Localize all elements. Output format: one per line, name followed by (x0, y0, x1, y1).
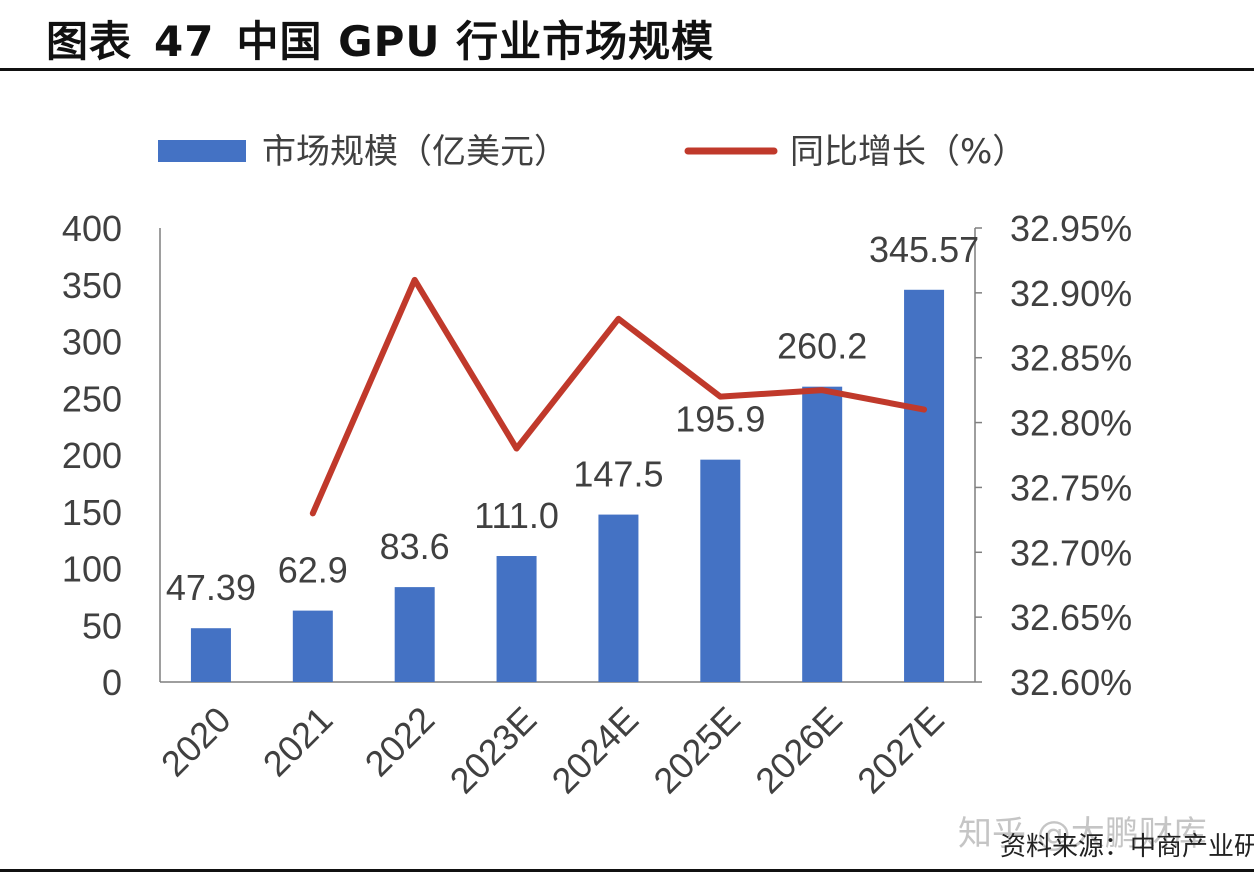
x-tick-label: 2027E (849, 699, 952, 802)
bar-value-label: 47.39 (166, 567, 256, 608)
bar (700, 459, 741, 682)
bar (598, 514, 639, 682)
source-note: 资料来源：中商产业研究院 (1000, 832, 1254, 862)
chart-title: 图表 47 中国 GPU 行业市场规模 (46, 8, 714, 69)
legend-label-market-size: 市场规模（亿美元） (262, 132, 568, 172)
bar (802, 386, 843, 682)
bar-value-label: 260.2 (777, 326, 867, 367)
y-tick-label: 300 (62, 322, 122, 363)
bar (496, 556, 537, 682)
y2-tick-label: 32.65% (1010, 597, 1132, 638)
y2-tick-label: 32.60% (1010, 662, 1132, 703)
bar (394, 587, 435, 682)
title-text: 中国 GPU 行业市场规模 (236, 17, 715, 66)
x-tick-label: 2023E (442, 699, 545, 802)
x-tick-label: 2025E (645, 699, 748, 802)
x-tick-label: 2021 (255, 699, 341, 785)
y2-tick-label: 32.80% (1010, 403, 1132, 444)
bar-value-label: 195.9 (675, 399, 765, 440)
bar-value-label: 111.0 (474, 495, 559, 536)
bottom-rule (0, 869, 1254, 872)
y-tick-label: 250 (62, 378, 122, 419)
watermark: 知乎 @大鹏财库 (958, 814, 1207, 854)
x-tick-label: 2026E (747, 699, 850, 802)
title-number: 47 (154, 17, 215, 66)
y2-tick-label: 32.90% (1010, 273, 1132, 314)
bar-value-label: 83.6 (380, 526, 450, 567)
y-tick-label: 350 (62, 265, 122, 306)
y-tick-label: 0 (102, 662, 122, 703)
bar-value-label: 147.5 (573, 454, 663, 495)
y-tick-label: 150 (62, 492, 122, 533)
x-tick-label: 2020 (153, 699, 239, 785)
x-tick-label: 2022 (357, 699, 443, 785)
x-tick-label: 2024E (543, 699, 646, 802)
bar-value-label: 345.57 (869, 229, 979, 270)
bar-value-label: 62.9 (278, 550, 348, 591)
top-rule (0, 68, 1254, 71)
bar (292, 610, 333, 682)
y-tick-label: 50 (82, 605, 122, 646)
y-tick-label: 400 (62, 208, 122, 249)
growth-line (309, 276, 928, 517)
legend-label-growth: 同比增长（%） (790, 132, 1026, 172)
y-tick-label: 100 (62, 549, 122, 590)
y2-tick-label: 32.75% (1010, 467, 1132, 508)
y2-tick-label: 32.70% (1010, 532, 1132, 573)
title-prefix: 图表 (46, 17, 133, 66)
y2-tick-label: 32.95% (1010, 208, 1132, 249)
y-tick-label: 200 (62, 435, 122, 476)
bar (904, 289, 945, 682)
y2-tick-label: 32.85% (1010, 338, 1132, 379)
legend-swatch-market-size (158, 140, 246, 162)
bar (190, 628, 231, 682)
